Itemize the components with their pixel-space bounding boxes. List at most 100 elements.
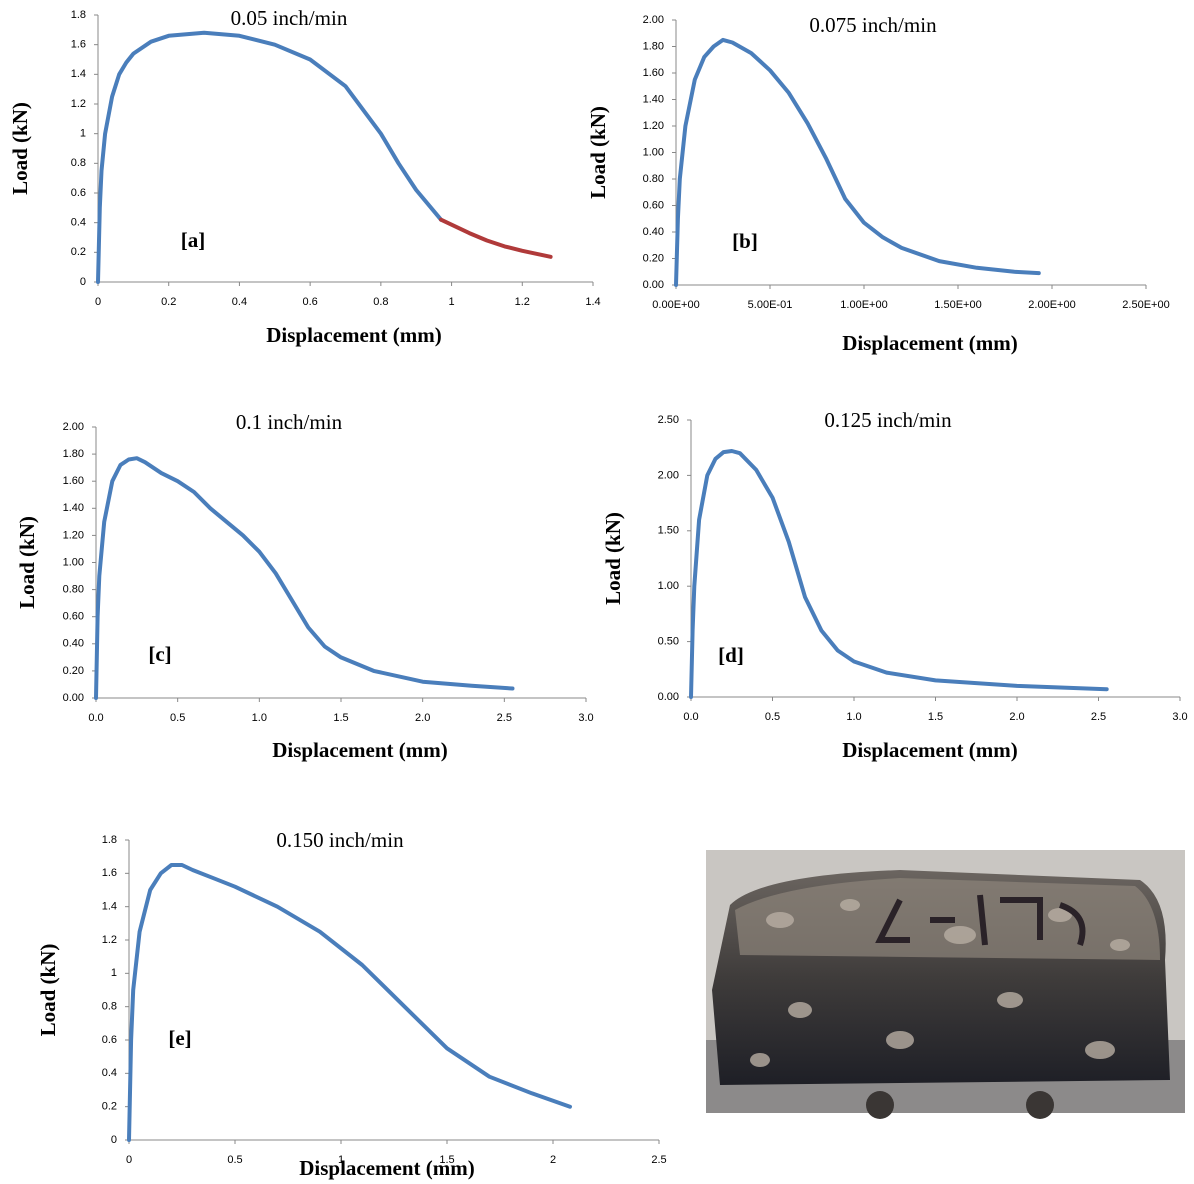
y-tick-label: 0.4 bbox=[102, 1067, 117, 1079]
x-tick-label: 1.00E+00 bbox=[840, 299, 887, 311]
y-tick-label: 0.2 bbox=[71, 246, 86, 258]
y-tick-label: 1 bbox=[80, 128, 86, 140]
data-line bbox=[689, 449, 1109, 699]
x-tick-label: 3.0 bbox=[578, 712, 593, 724]
panel-label: [a] bbox=[181, 228, 206, 252]
y-tick-label: 1.8 bbox=[102, 834, 117, 846]
y-axis-label: Load (kN) bbox=[15, 516, 39, 609]
y-tick-label: 1.00 bbox=[643, 146, 664, 158]
x-tick-label: 2.5 bbox=[1091, 711, 1106, 723]
y-tick-label: 1.2 bbox=[71, 98, 86, 110]
x-tick-label: 0.2 bbox=[161, 296, 176, 308]
y-tick-label: 1.40 bbox=[63, 502, 84, 514]
x-tick-label: 0 bbox=[95, 296, 101, 308]
x-tick-label: 5.00E-01 bbox=[748, 299, 793, 311]
y-tick-label: 1.2 bbox=[102, 934, 117, 946]
x-tick-label: 0.0 bbox=[683, 711, 698, 723]
y-tick-label: 0.60 bbox=[63, 611, 84, 623]
y-tick-label: 0 bbox=[111, 1134, 117, 1146]
x-tick-label: 1 bbox=[449, 296, 455, 308]
data-line bbox=[127, 863, 572, 1142]
x-tick-label: 1 bbox=[338, 1154, 344, 1166]
x-tick-label: 1.4 bbox=[585, 296, 600, 308]
x-tick-label: 3.0 bbox=[1172, 711, 1187, 723]
y-tick-label: 1.4 bbox=[71, 68, 86, 80]
x-tick-label: 0.8 bbox=[373, 296, 388, 308]
x-axis-label: Displacement (mm) bbox=[842, 738, 1018, 762]
x-tick-label: 2.50E+00 bbox=[1122, 299, 1169, 311]
x-tick-label: 1.50E+00 bbox=[934, 299, 981, 311]
specimen-photo bbox=[706, 850, 1185, 1119]
y-tick-label: 1 bbox=[111, 967, 117, 979]
y-tick-label: 2.00 bbox=[643, 14, 664, 26]
y-tick-label: 1.20 bbox=[643, 120, 664, 132]
x-tick-label: 0.5 bbox=[170, 712, 185, 724]
x-tick-label: 0.6 bbox=[302, 296, 317, 308]
y-tick-label: 0.8 bbox=[102, 1001, 117, 1013]
y-tick-label: 0.40 bbox=[643, 226, 664, 238]
x-axis-label: Displacement (mm) bbox=[842, 331, 1018, 355]
y-tick-label: 0.80 bbox=[63, 584, 84, 596]
x-tick-label: 2.5 bbox=[497, 712, 512, 724]
y-tick-label: 0.4 bbox=[71, 217, 86, 229]
x-tick-label: 1.0 bbox=[846, 711, 861, 723]
x-tick-label: 1.5 bbox=[928, 711, 943, 723]
y-tick-label: 0.20 bbox=[63, 665, 84, 677]
y-tick-label: 1.6 bbox=[102, 867, 117, 879]
chart-title: 0.150 inch/min bbox=[276, 828, 404, 852]
y-axis-label: Load (kN) bbox=[586, 106, 610, 199]
y-tick-label: 1.80 bbox=[63, 448, 84, 460]
panel-label: [e] bbox=[168, 1026, 191, 1050]
y-tick-label: 0.40 bbox=[63, 638, 84, 650]
panel-label: [c] bbox=[148, 642, 171, 666]
y-tick-label: 1.4 bbox=[102, 901, 117, 913]
y-tick-label: 2.00 bbox=[63, 421, 84, 433]
y-tick-label: 1.50 bbox=[658, 525, 679, 537]
x-tick-label: 0 bbox=[126, 1154, 132, 1166]
y-tick-label: 1.8 bbox=[71, 9, 86, 21]
data-line bbox=[439, 217, 553, 259]
chart-title: 0.05 inch/min bbox=[231, 6, 348, 30]
x-tick-label: 2.0 bbox=[1009, 711, 1024, 723]
y-tick-label: 0.8 bbox=[71, 157, 86, 169]
y-tick-label: 0.6 bbox=[71, 187, 86, 199]
y-tick-label: 1.6 bbox=[71, 39, 86, 51]
panel-label: [b] bbox=[732, 229, 758, 253]
y-axis-label: Load (kN) bbox=[36, 944, 60, 1037]
chart-title: 0.125 inch/min bbox=[824, 408, 952, 432]
y-tick-label: 1.20 bbox=[63, 529, 84, 541]
y-tick-label: 0 bbox=[80, 276, 86, 288]
y-tick-label: 1.00 bbox=[63, 556, 84, 568]
y-axis-label: Load (kN) bbox=[601, 512, 625, 605]
x-tick-label: 1.5 bbox=[333, 712, 348, 724]
x-tick-label: 1.2 bbox=[515, 296, 530, 308]
y-tick-label: 0.20 bbox=[643, 252, 664, 264]
x-tick-label: 1.0 bbox=[252, 712, 267, 724]
y-tick-label: 1.80 bbox=[643, 40, 664, 52]
x-axis-label: Displacement (mm) bbox=[266, 323, 442, 347]
data-line bbox=[94, 456, 515, 700]
y-tick-label: 0.60 bbox=[643, 199, 664, 211]
y-tick-label: 2.50 bbox=[658, 414, 679, 426]
chart-title: 0.075 inch/min bbox=[809, 13, 937, 37]
data-line bbox=[674, 37, 1041, 287]
y-tick-label: 0.6 bbox=[102, 1034, 117, 1046]
x-tick-label: 2.00E+00 bbox=[1028, 299, 1075, 311]
x-tick-label: 0.4 bbox=[232, 296, 247, 308]
x-tick-label: 0.5 bbox=[765, 711, 780, 723]
y-tick-label: 1.00 bbox=[658, 580, 679, 592]
y-tick-label: 1.40 bbox=[643, 93, 664, 105]
x-axis-label: Displacement (mm) bbox=[272, 738, 448, 762]
y-tick-label: 0.00 bbox=[643, 279, 664, 291]
x-tick-label: 2 bbox=[550, 1154, 556, 1166]
y-tick-label: 0.00 bbox=[63, 692, 84, 704]
data-line bbox=[96, 30, 443, 284]
y-tick-label: 0.2 bbox=[102, 1101, 117, 1113]
panel-label: [d] bbox=[718, 643, 744, 667]
x-tick-label: 0.0 bbox=[88, 712, 103, 724]
y-tick-label: 1.60 bbox=[63, 475, 84, 487]
y-tick-label: 2.00 bbox=[658, 469, 679, 481]
chart-title: 0.1 inch/min bbox=[236, 410, 343, 434]
x-axis-label: Displacement (mm) bbox=[299, 1156, 475, 1180]
